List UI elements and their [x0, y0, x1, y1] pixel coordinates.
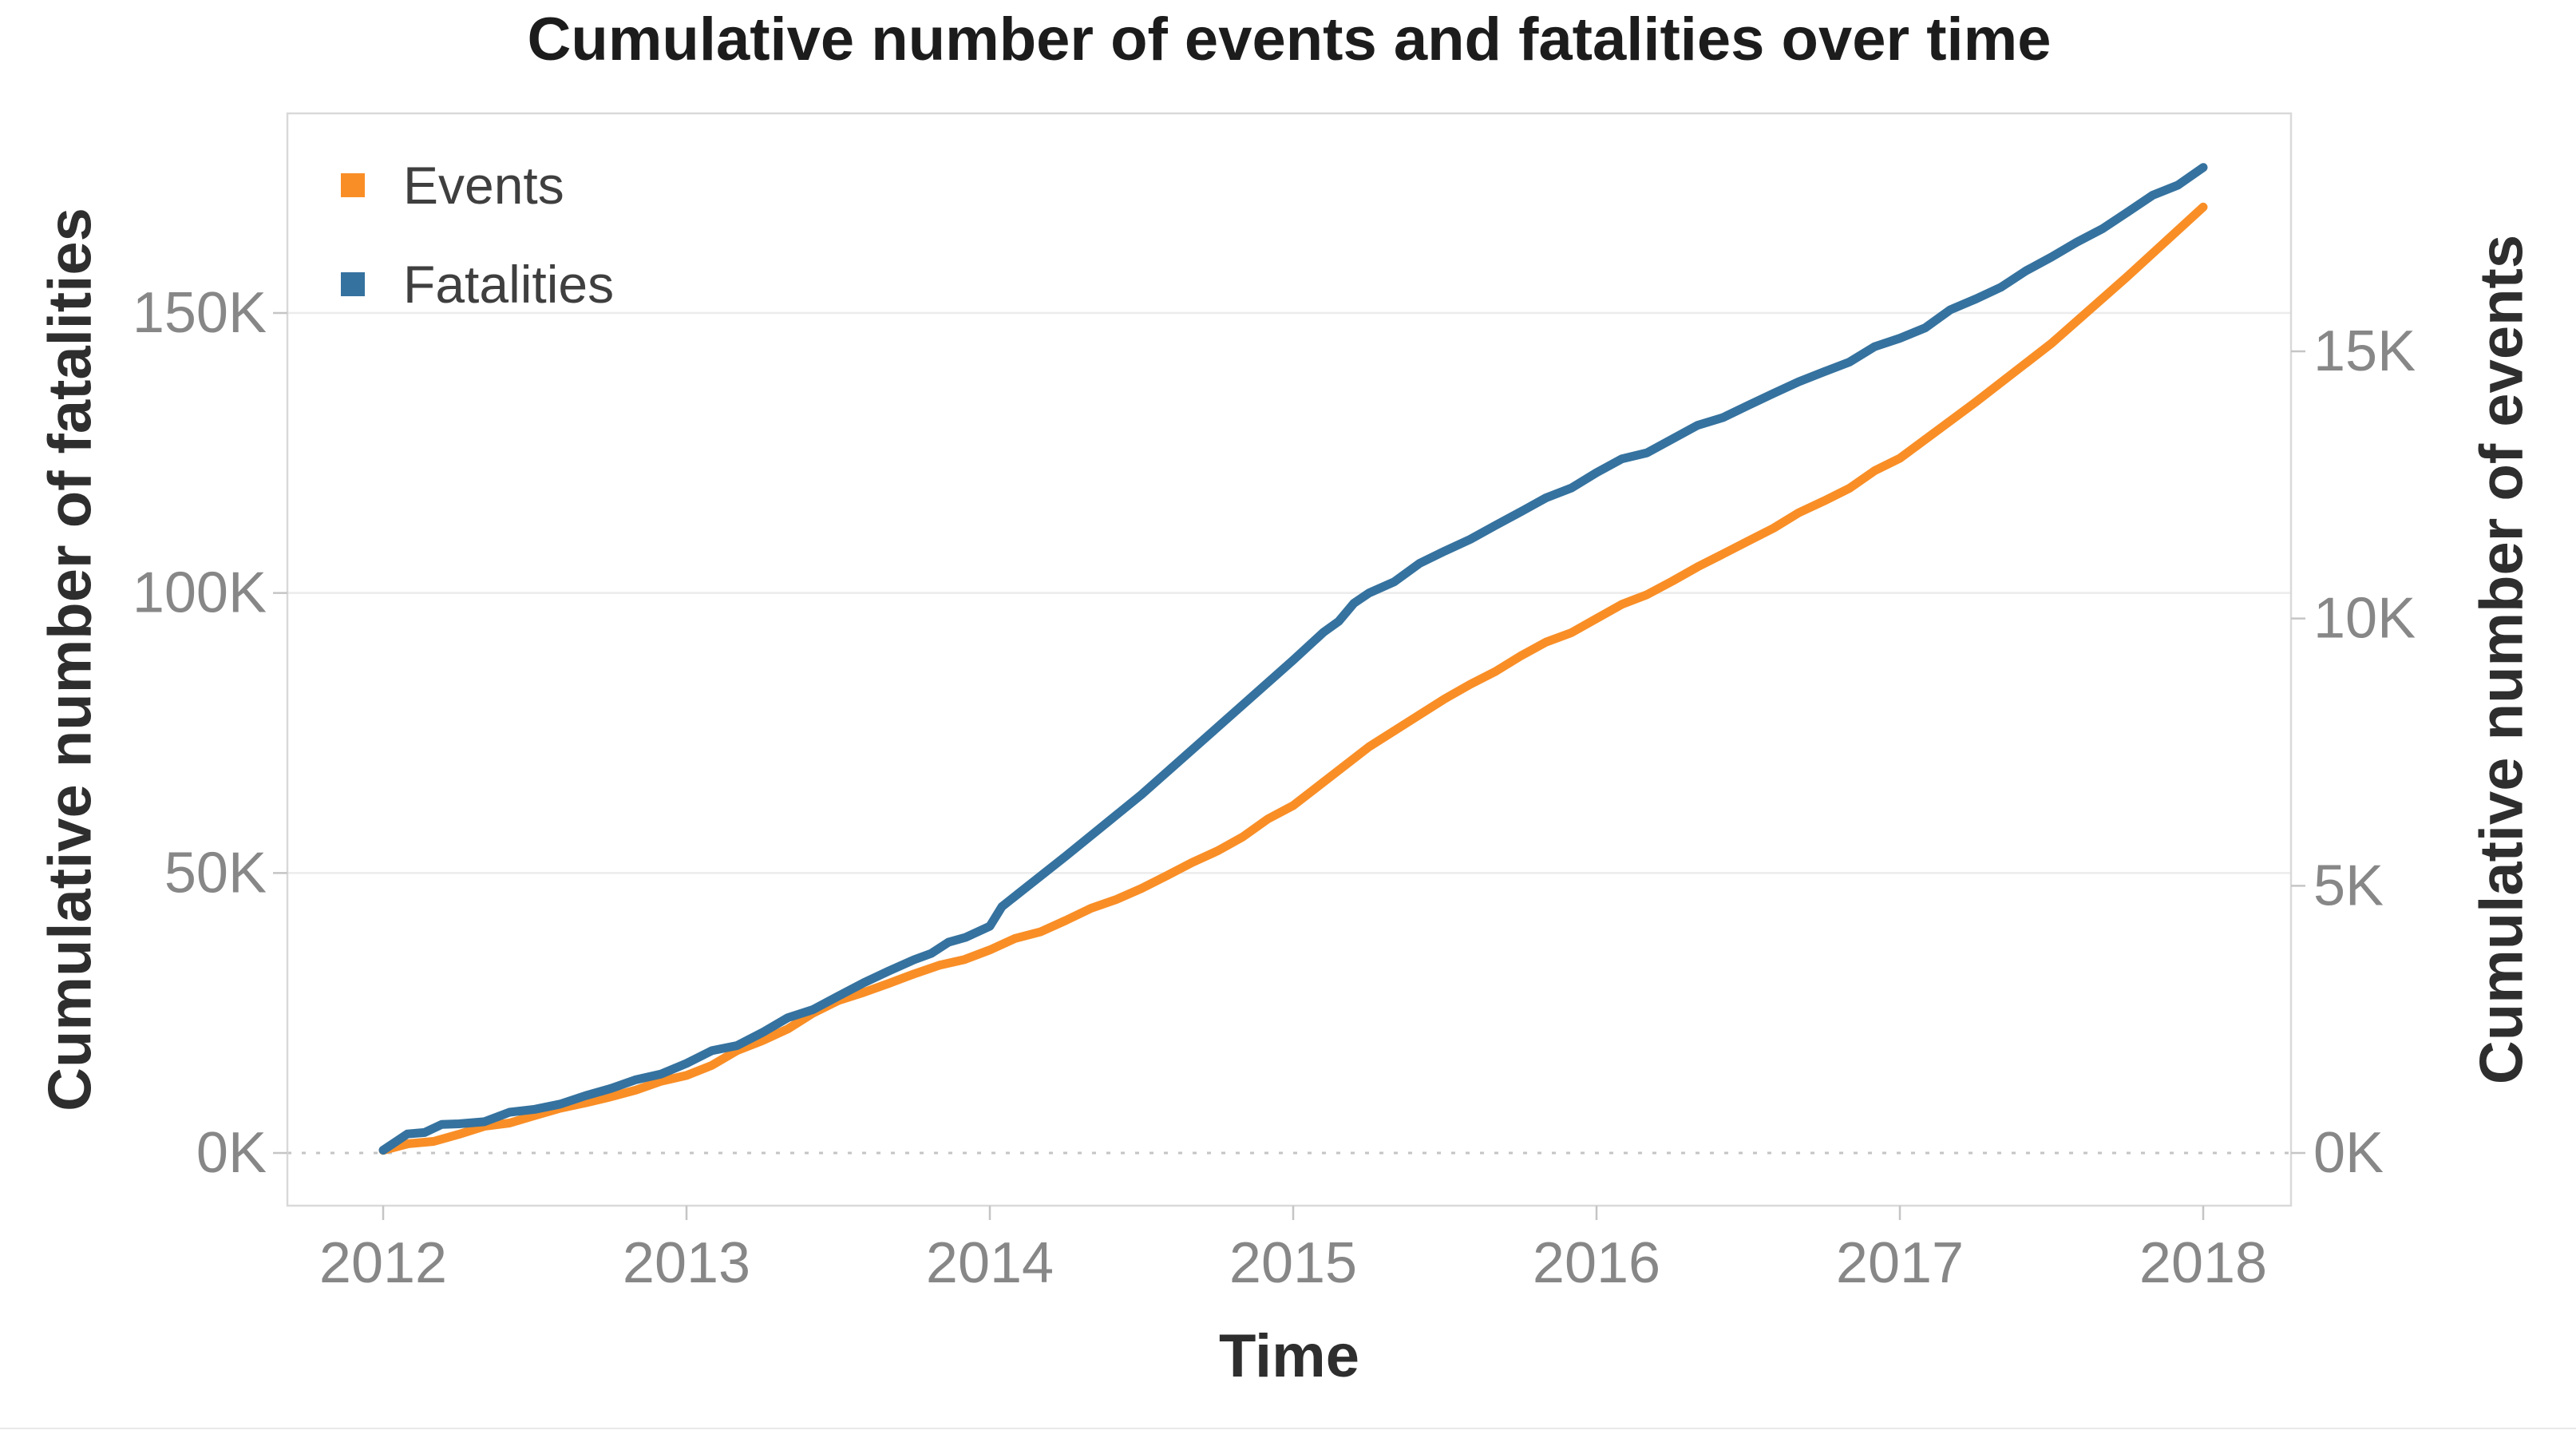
fatalities-swatch-icon: [341, 272, 365, 296]
series-line-fatalities[interactable]: [378, 163, 2208, 1155]
x-tick-label: 2013: [623, 1231, 750, 1295]
y-left-tick-label: 100K: [133, 561, 267, 625]
x-tick-label: 2018: [2139, 1231, 2267, 1295]
x-tick-label: 2012: [319, 1231, 447, 1295]
chart-title: Cumulative number of events and fataliti…: [527, 6, 2052, 73]
legend-item-events[interactable]: Events: [341, 159, 564, 212]
legend-label-events: Events: [403, 156, 564, 215]
y-left-tick-label: 0K: [196, 1121, 267, 1185]
y-right-tick-label: 10K: [2313, 587, 2416, 651]
y-right-axis-title: Cumulative number of events: [2467, 234, 2536, 1085]
legend-label-fatalities: Fatalities: [403, 255, 615, 314]
legend-item-fatalities[interactable]: Fatalities: [341, 258, 614, 311]
y-left-tick-label: 150K: [133, 281, 267, 345]
y-right-tick-label: 5K: [2313, 854, 2384, 917]
bottom-divider: [0, 1428, 2576, 1429]
plot-border: [286, 112, 2293, 1207]
events-swatch-icon: [341, 173, 365, 197]
x-tick-label: 2017: [1836, 1231, 1964, 1295]
y-left-axis-title: Cumulative number of fatalities: [36, 208, 105, 1111]
x-axis-title: Time: [1218, 1322, 1359, 1390]
series-line-events[interactable]: [378, 202, 2208, 1155]
x-tick-label: 2016: [1533, 1231, 1660, 1295]
y-left-tick-label: 50K: [164, 841, 267, 905]
x-tick-label: 2015: [1229, 1231, 1357, 1295]
y-right-tick-label: 0K: [2313, 1121, 2384, 1185]
x-tick-label: 2014: [926, 1231, 1054, 1295]
y-right-tick-label: 15K: [2313, 319, 2416, 383]
